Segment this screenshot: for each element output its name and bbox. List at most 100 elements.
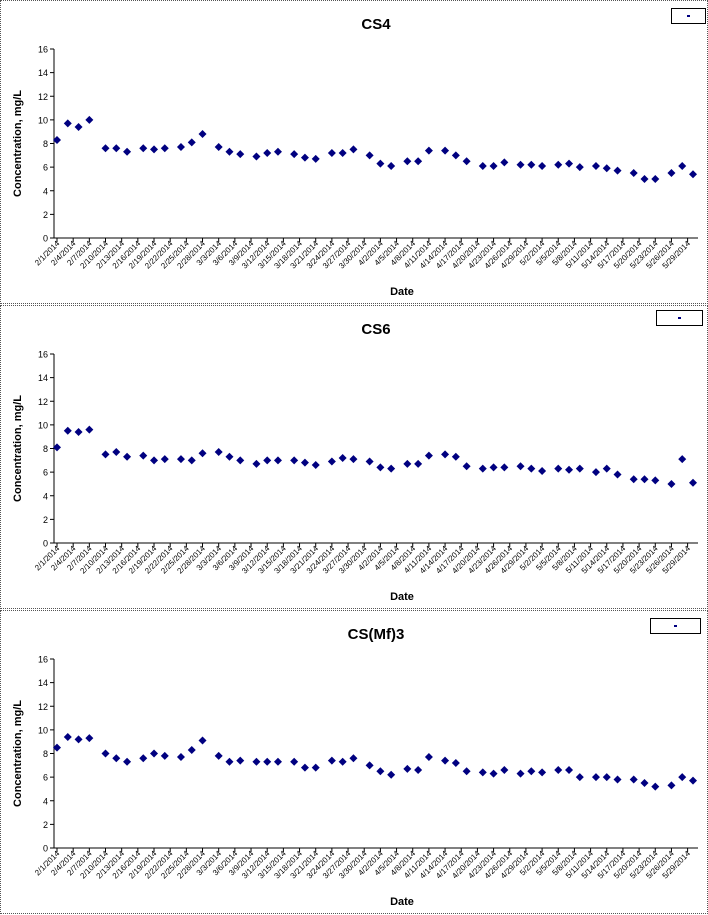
data-point [139, 451, 148, 460]
data-point [376, 463, 385, 472]
data-point [365, 151, 374, 160]
data-point [365, 761, 374, 770]
data-point [176, 143, 185, 152]
data-point [575, 163, 584, 172]
data-point [300, 763, 309, 772]
y-axis-title: Concentration, mg/L [12, 395, 24, 502]
data-point [478, 161, 487, 170]
y-axis-title: Concentration, mg/L [12, 700, 24, 807]
data-point [101, 144, 110, 153]
data-point [678, 161, 687, 170]
data-point [150, 749, 159, 758]
data-point [489, 463, 498, 472]
data-point [667, 169, 676, 178]
data-point [112, 144, 121, 153]
data-point [123, 147, 132, 156]
data-point [327, 148, 336, 157]
data-point [591, 161, 600, 170]
data-point [489, 161, 498, 170]
data-point [112, 754, 121, 763]
y-tick-label: 12 [38, 397, 48, 407]
data-point [538, 768, 547, 777]
data-point [451, 758, 460, 767]
legend-box [671, 8, 706, 24]
y-tick-label: 0 [43, 844, 48, 854]
data-point [74, 427, 83, 436]
data-point [629, 775, 638, 784]
data-point [667, 479, 676, 488]
data-point [85, 115, 94, 124]
data-point [290, 456, 299, 465]
data-point [629, 169, 638, 178]
data-point [538, 466, 547, 475]
y-tick-label: 6 [43, 773, 48, 783]
data-point [53, 443, 61, 452]
data-point [349, 145, 358, 154]
data-point [225, 452, 234, 461]
data-point [338, 453, 347, 462]
data-point [123, 757, 132, 766]
data-point [538, 161, 547, 170]
data-point [236, 150, 245, 159]
data-point [311, 461, 320, 470]
legend-marker-icon [673, 625, 677, 627]
data-point [387, 464, 396, 473]
y-tick-label: 10 [38, 420, 48, 430]
data-point [53, 135, 61, 144]
data-point [414, 766, 423, 775]
data-point [678, 455, 687, 464]
chart-title: CS6 [361, 321, 390, 338]
y-tick-label: 4 [43, 186, 48, 196]
data-point [263, 456, 272, 465]
data-point [441, 146, 450, 155]
data-point [403, 764, 412, 773]
y-tick-label: 8 [43, 139, 48, 149]
data-point [462, 157, 471, 166]
y-tick-label: 8 [43, 749, 48, 759]
data-point [139, 144, 148, 153]
data-point [198, 130, 207, 139]
data-point [273, 147, 282, 156]
data-point [252, 152, 261, 161]
data-point [613, 470, 622, 479]
data-point [263, 148, 272, 157]
y-tick-label: 12 [38, 702, 48, 712]
data-point [591, 773, 600, 782]
data-point [403, 157, 412, 166]
data-point [451, 151, 460, 160]
y-tick-label: 6 [43, 163, 48, 173]
data-point [101, 749, 110, 758]
data-point [123, 452, 132, 461]
data-point [640, 475, 649, 484]
legend-box [650, 618, 701, 634]
data-point [554, 766, 563, 775]
data-point [101, 450, 110, 459]
y-tick-label: 10 [38, 725, 48, 735]
data-point [263, 757, 272, 766]
chart-panel-cs4: CS4 0 2 4 6 8 10 12 14 16 2/1/2014 2/4/2014 2/7/2014… [0, 0, 708, 304]
data-point [85, 425, 94, 434]
y-tick-label: 16 [38, 655, 48, 665]
data-point [575, 464, 584, 473]
data-point [651, 782, 660, 791]
data-point [640, 174, 649, 183]
legend-marker-icon [686, 15, 690, 17]
legend-marker-icon [677, 317, 681, 319]
data-point [187, 456, 196, 465]
data-point [85, 734, 94, 743]
data-point [150, 145, 159, 154]
data-point [236, 756, 245, 765]
data-point [252, 757, 261, 766]
data-point [225, 147, 234, 156]
data-point [554, 464, 563, 473]
data-point [290, 150, 299, 159]
data-point [338, 148, 347, 157]
chart-title: CS4 [361, 16, 391, 33]
x-axis-title: Date [390, 286, 414, 298]
data-point [462, 767, 471, 776]
data-point [516, 769, 525, 778]
data-point [575, 773, 584, 782]
data-point [214, 751, 223, 760]
y-tick-label: 2 [43, 210, 48, 220]
y-axis-title: Concentration, mg/L [12, 90, 24, 197]
